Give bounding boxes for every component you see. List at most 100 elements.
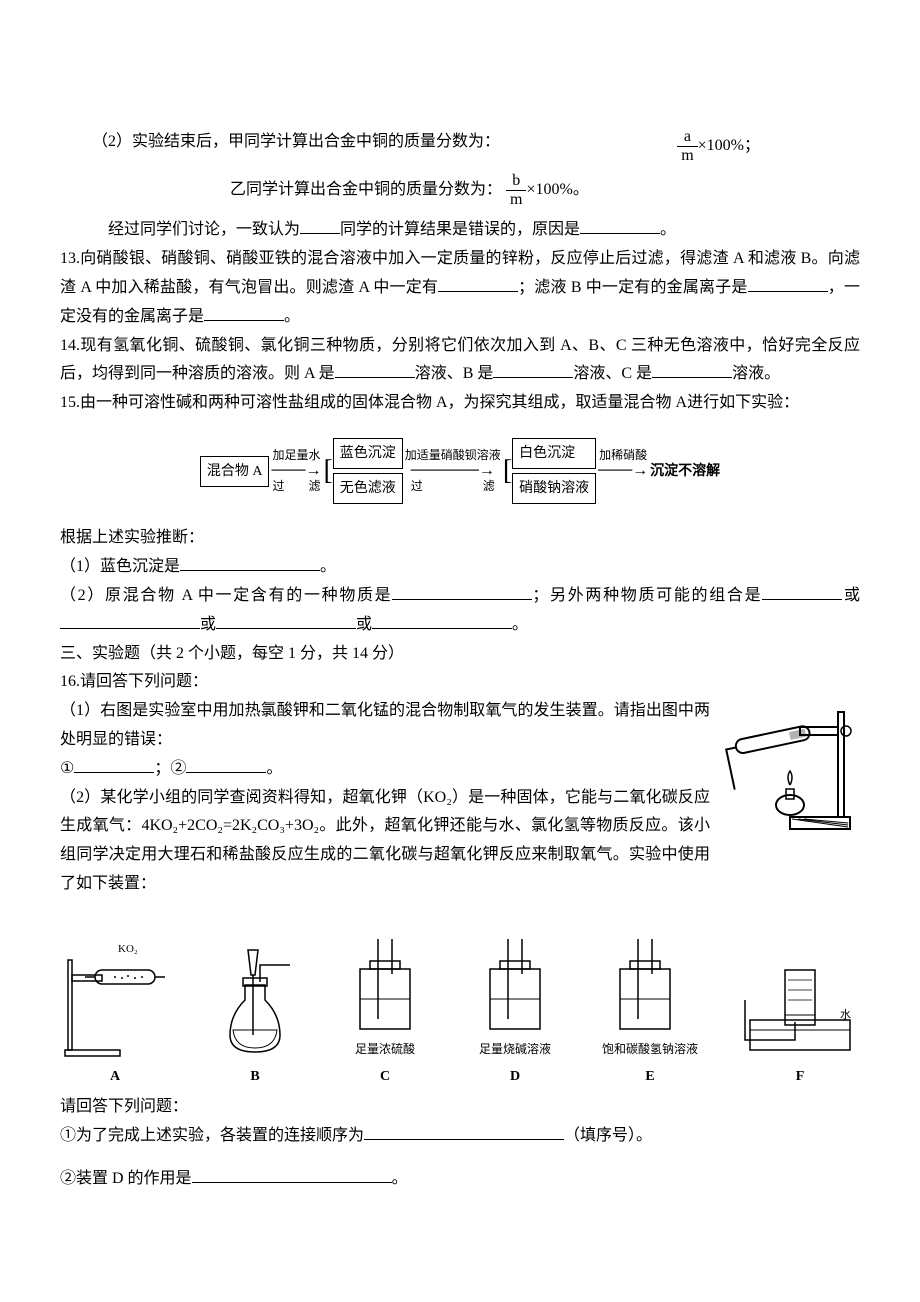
flow-branch-2: 白色沉淀 硝酸钠溶液 bbox=[512, 438, 596, 504]
q15-sub2-text: （2）原混合物 A 中一定含有的一种物质是 bbox=[60, 587, 392, 604]
q16-q1-text: ①为了完成上述实验，各装置的连接顺序为 bbox=[60, 1127, 364, 1144]
device-C-sublabel: 足量浓硫酸 bbox=[355, 1039, 415, 1061]
q14: 14.现有氢氧化铜、硫酸铜、氯化铜三种物质，分别将它们依次加入到 A、B、C 三… bbox=[60, 332, 860, 390]
device-C: 足量浓硫酸 C bbox=[340, 919, 430, 1090]
blank bbox=[335, 362, 415, 378]
flow-box-3a: 白色沉淀 bbox=[512, 438, 596, 469]
water-label: 水 bbox=[840, 1008, 851, 1021]
q15-sub2-end: 。 bbox=[512, 616, 528, 633]
flow-arrow-2: 加适量硝酸钡溶液 ──────→ 过 滤 bbox=[405, 449, 501, 493]
flow-box-4: 沉淀不溶解 bbox=[650, 459, 720, 484]
q15-flow-diagram: 混合物 A 加足量水 ───→ 过 滤 [ 蓝色沉淀 无色滤液 加适量硝酸钡溶液… bbox=[60, 438, 860, 504]
blank bbox=[186, 757, 266, 773]
device-E-sublabel: 饱和碳酸氢钠溶液 bbox=[602, 1039, 698, 1061]
q16-sub1: （1）右图是实验室中用加热氯酸钾和二氧化锰的混合物制取氧气的发生装置。请指出图中… bbox=[60, 697, 710, 755]
blank bbox=[652, 362, 732, 378]
frac-a-suffix: ×100%； bbox=[698, 137, 760, 154]
frac-a-den: m bbox=[677, 147, 697, 165]
q15-sub1: （1）蓝色沉淀是。 bbox=[60, 553, 860, 582]
arrow3-top: 加稀硝酸 bbox=[599, 449, 647, 462]
q12-discuss-mid: 同学的计算结果是错误的，原因是 bbox=[340, 221, 580, 238]
device-A: KO₂ A bbox=[60, 940, 170, 1089]
formula-a: a m ×100%； bbox=[677, 128, 760, 164]
q15-conclude: 根据上述实验推断： bbox=[60, 524, 860, 553]
q14-text2: 溶液、B 是 bbox=[415, 365, 494, 382]
blank bbox=[493, 362, 573, 378]
q13-text2: ；滤液 B 中一定有的金属离子是 bbox=[518, 279, 748, 296]
device-B: B bbox=[210, 940, 300, 1089]
q12-part2: （2）实验结束后，甲同学计算出合金中铜的质量分数为： a m ×100%； 乙同… bbox=[60, 128, 860, 245]
or3: 或 bbox=[356, 616, 372, 633]
or1: 或 bbox=[842, 587, 860, 604]
flow-box-3b: 硝酸钠溶液 bbox=[512, 473, 596, 504]
blank bbox=[364, 1124, 564, 1140]
blank bbox=[60, 613, 200, 629]
q16-q2-text: ②装置 D 的作用是 bbox=[60, 1170, 192, 1187]
arrow2-bot: 过 滤 bbox=[411, 480, 495, 493]
frac-b-den: m bbox=[506, 191, 526, 209]
q13-text4: 。 bbox=[284, 308, 300, 325]
frac-b-suffix: ×100%。 bbox=[526, 181, 588, 198]
device-C-svg bbox=[340, 919, 430, 1039]
blank bbox=[180, 555, 320, 571]
blank bbox=[192, 1167, 392, 1183]
arrow2-top: 加适量硝酸钡溶液 bbox=[405, 449, 501, 462]
section3-header: 三、实验题（共 2 个小题，每空 1 分，共 14 分） bbox=[60, 640, 860, 669]
device-E-label: E bbox=[645, 1064, 654, 1089]
q12-line2-prefix: （2）实验结束后，甲同学计算出合金中铜的质量分数为： bbox=[60, 128, 500, 157]
blank bbox=[762, 584, 842, 600]
q16-q1-end: （填序号）。 bbox=[564, 1127, 652, 1144]
q16-device-row: KO₂ A bbox=[60, 919, 860, 1090]
q16-q2-end: 。 bbox=[392, 1170, 408, 1187]
q16-sub2: （2）某化学小组的同学查阅资料得知，超氧化钾（KO₂）是一种固体，它能与二氧化碳… bbox=[60, 784, 710, 899]
device-B-svg bbox=[210, 940, 300, 1060]
q16-intro: 16.请回答下列问题： bbox=[60, 668, 860, 697]
q12-line-yi: 乙同学计算出合金中铜的质量分数为： bbox=[230, 181, 502, 198]
blank bbox=[216, 613, 356, 629]
blank bbox=[372, 613, 512, 629]
q16-sub1-num1: ① bbox=[60, 755, 74, 784]
device-D-sublabel: 足量烧碱溶液 bbox=[479, 1039, 551, 1061]
q12-formula-b-line: 乙同学计算出合金中铜的质量分数为： b m ×100%。 bbox=[60, 172, 860, 208]
q15-sub2: （2）原混合物 A 中一定含有的一种物质是；另外两种物质可能的组合是或或或。 bbox=[60, 582, 860, 640]
q12-discuss-end: 。 bbox=[660, 221, 676, 238]
q15-sub1-text: （1）蓝色沉淀是 bbox=[60, 558, 180, 575]
bracket-2: [ bbox=[503, 457, 512, 485]
q16-q2: ②装置 D 的作用是 。 bbox=[60, 1165, 860, 1194]
or2: 或 bbox=[200, 616, 216, 633]
device-A-svg: KO₂ bbox=[60, 940, 170, 1060]
device-E-svg bbox=[600, 919, 700, 1039]
flow-box-1: 混合物 A bbox=[200, 456, 270, 487]
blank bbox=[74, 757, 154, 773]
q16-sub1-sep: ；② bbox=[154, 760, 186, 777]
flow-arrow-3: 加稀硝酸 ───→ bbox=[598, 449, 648, 493]
q14-text3: 溶液、C 是 bbox=[573, 365, 652, 382]
arrow1-bot: 过 滤 bbox=[272, 480, 320, 493]
device-C-label: C bbox=[380, 1064, 390, 1089]
blank bbox=[438, 276, 518, 292]
flow-box-2b: 无色滤液 bbox=[333, 473, 403, 504]
device-E: 饱和碳酸氢钠溶液 E bbox=[600, 919, 700, 1090]
device-D: 足量烧碱溶液 D bbox=[470, 919, 560, 1090]
device-D-label: D bbox=[510, 1064, 520, 1089]
device-F-label: F bbox=[796, 1064, 805, 1089]
blank bbox=[300, 218, 340, 234]
q12-formula-a-line: （2）实验结束后，甲同学计算出合金中铜的质量分数为： a m ×100%； bbox=[60, 128, 860, 164]
device-A-label: A bbox=[110, 1064, 120, 1089]
blank bbox=[580, 218, 660, 234]
blank bbox=[204, 305, 284, 321]
frac-a-num: a bbox=[677, 128, 697, 147]
flow-box-2a: 蓝色沉淀 bbox=[333, 438, 403, 469]
device-B-label: B bbox=[250, 1064, 259, 1089]
formula-b: b m ×100%。 bbox=[506, 172, 589, 208]
q16-q1: ①为了完成上述实验，各装置的连接顺序为 （填序号）。 bbox=[60, 1122, 860, 1151]
heating-apparatus-figure bbox=[720, 697, 860, 837]
flow-arrow-1: 加足量水 ───→ 过 滤 bbox=[271, 449, 321, 493]
q15-intro: 15.由一种可溶性碱和两种可溶性盐组成的固体混合物 A，为探究其组成，取适量混合… bbox=[60, 389, 860, 418]
frac-b-num: b bbox=[506, 172, 526, 191]
q12-discuss: 经过同学们讨论，一致认为同学的计算结果是错误的，原因是。 bbox=[60, 216, 860, 245]
flow-branch-1: 蓝色沉淀 无色滤液 bbox=[333, 438, 403, 504]
device-D-svg bbox=[470, 919, 560, 1039]
q13: 13.向硝酸银、硝酸铜、硝酸亚铁的混合溶液中加入一定质量的锌粉，反应停止后过滤，… bbox=[60, 245, 860, 331]
q16-sub1-blanks: ①；②。 bbox=[60, 755, 710, 784]
